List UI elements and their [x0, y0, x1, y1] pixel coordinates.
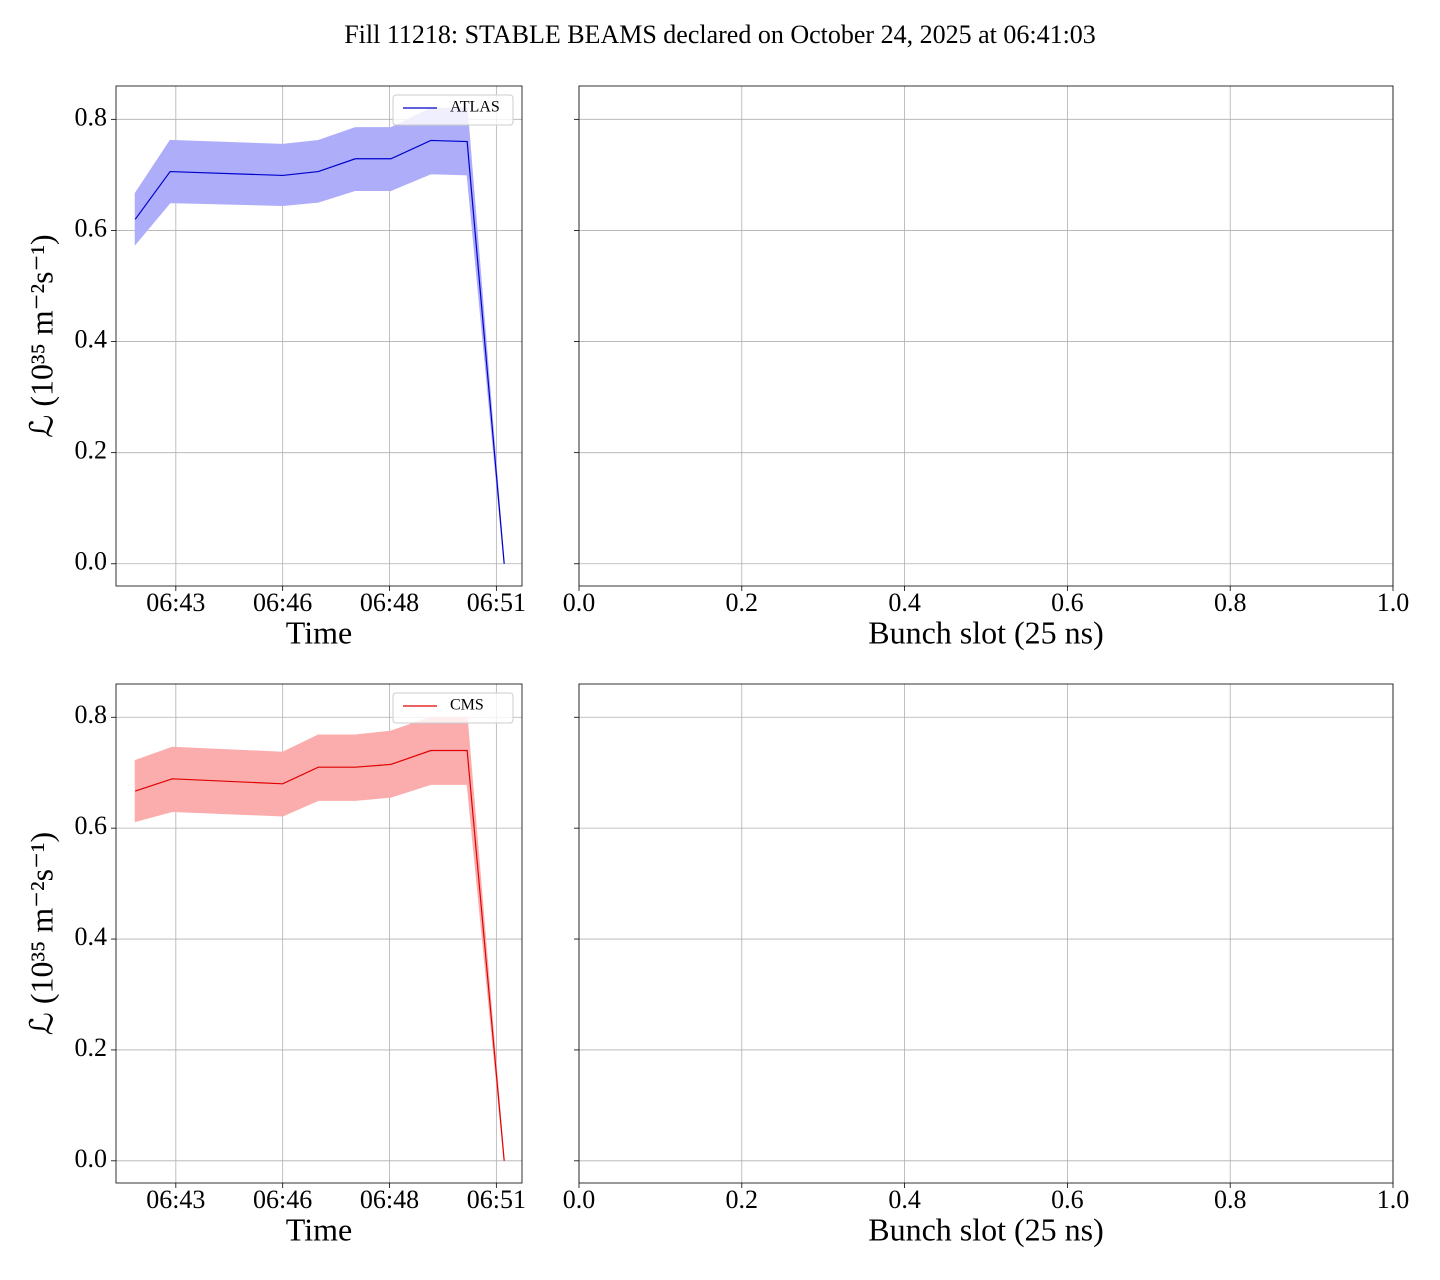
x-tick-label: 0.6 — [1051, 588, 1084, 617]
axes-frame — [115, 683, 523, 1184]
axes-frame — [115, 85, 523, 587]
subplot: 0.0 0.2 0.4 0.6 0.8 1.0 Bunch slot (25 ns) — [563, 683, 1410, 1247]
x-tick-label: 06:43 — [146, 1185, 205, 1214]
y-tick-label: 0.6 — [75, 213, 108, 242]
y-tick-label: 0.8 — [75, 102, 108, 131]
x-tick-label: 0.2 — [726, 1185, 759, 1214]
y-axis-label: ℒ (10³⁵ m⁻²s⁻¹) — [23, 832, 59, 1035]
x-tick-label: 06:51 — [467, 588, 526, 617]
x-tick-label: 06:48 — [360, 1185, 419, 1214]
x-axis-label: Time — [286, 1211, 352, 1247]
axes-frame — [578, 85, 1394, 587]
series-line — [134, 139, 505, 564]
y-axis-label: ℒ (10³⁵ m⁻²s⁻¹) — [23, 234, 59, 437]
x-axis-label: Bunch slot (25 ns) — [868, 1211, 1104, 1247]
subplot: 06:43 06:46 06:48 06:51 0.0 0.2 0.4 0.6 0.8 Time ℒ… — [23, 85, 526, 650]
x-tick-label: 0.8 — [1214, 1185, 1247, 1214]
figure-title: Fill 11218: STABLE BEAMS declared on Oct… — [344, 20, 1096, 49]
axes-frame — [578, 683, 1394, 1184]
y-tick-label: 0.2 — [75, 1033, 108, 1062]
x-tick-label: 06:46 — [253, 588, 312, 617]
x-tick-label: 06:51 — [467, 1185, 526, 1214]
subplot: 0.0 0.2 0.4 0.6 0.8 1.0 Bunch slot (25 ns) — [563, 85, 1410, 650]
x-tick-label: 0.2 — [726, 588, 759, 617]
error-band — [134, 716, 505, 1161]
subplot: 06:43 06:46 06:48 06:51 0.0 0.2 0.4 0.6 0.8 Time ℒ… — [23, 683, 526, 1247]
legend-box — [392, 692, 514, 724]
x-tick-label: 0.4 — [888, 1185, 921, 1214]
x-axis-label: Bunch slot (25 ns) — [868, 614, 1104, 650]
x-tick-label: 0.4 — [888, 588, 921, 617]
x-axis-label: Time — [286, 614, 352, 650]
x-tick-label: 0.0 — [563, 1185, 596, 1214]
series-line — [135, 749, 505, 1161]
x-tick-label: 0.0 — [563, 588, 596, 617]
legend-label: CMS — [450, 697, 484, 714]
x-tick-label: 06:46 — [253, 1185, 312, 1214]
x-tick-label: 06:48 — [360, 588, 419, 617]
x-tick-label: 0.6 — [1051, 1185, 1084, 1214]
y-tick-label: 0.2 — [75, 436, 108, 465]
y-tick-label: 0.4 — [75, 325, 108, 354]
y-tick-label: 0.0 — [75, 1144, 108, 1173]
legend-box — [392, 94, 514, 126]
legend-label: ATLAS — [450, 99, 500, 116]
y-tick-label: 0.6 — [75, 811, 108, 840]
y-tick-label: 0.0 — [75, 547, 108, 576]
x-tick-label: 1.0 — [1377, 1185, 1410, 1214]
error-band — [134, 107, 505, 564]
y-tick-label: 0.8 — [75, 700, 108, 729]
y-tick-label: 0.4 — [75, 922, 108, 951]
x-tick-label: 06:43 — [146, 588, 205, 617]
x-tick-label: 0.8 — [1214, 588, 1247, 617]
x-tick-label: 1.0 — [1377, 588, 1410, 617]
